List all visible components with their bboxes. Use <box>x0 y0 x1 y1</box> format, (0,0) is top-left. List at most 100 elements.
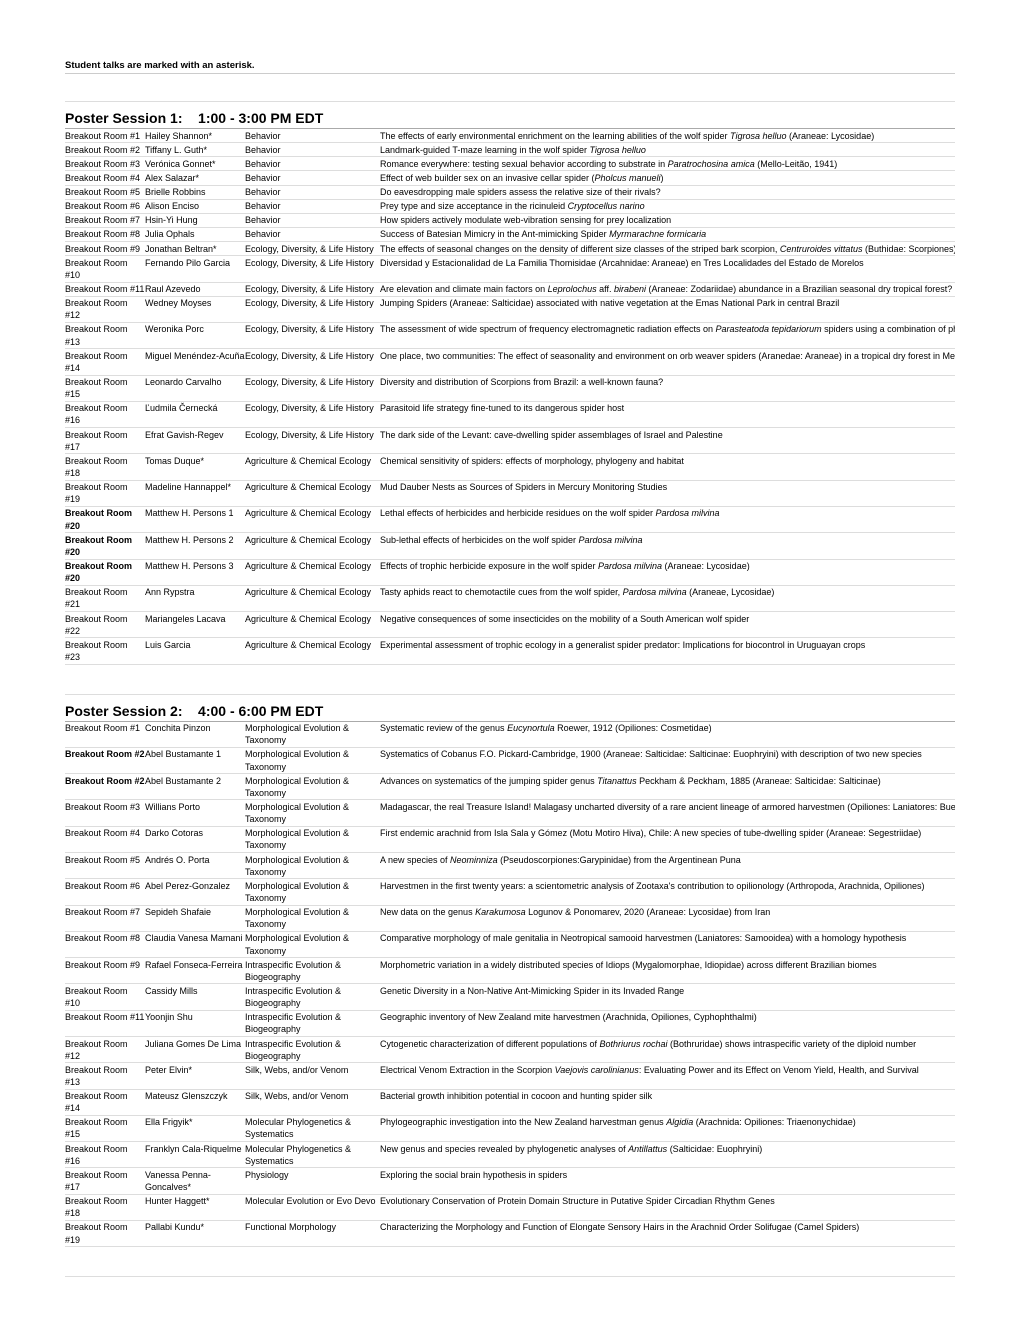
title-cell: Systematic review of the genus Eucynortu… <box>380 722 955 746</box>
topic-cell: Agriculture & Chemical Ecology <box>245 481 380 505</box>
title-cell: The assessment of wide spectrum of frequ… <box>380 323 955 347</box>
table-row: Breakout Room #1Conchita PinzonMorpholog… <box>65 722 955 748</box>
room-cell: Breakout Room #9 <box>65 243 145 255</box>
presenter-cell: Abel Perez-Gonzalez <box>145 880 245 904</box>
table-row: Breakout Room #22Mariangeles LacavaAgric… <box>65 612 955 638</box>
topic-cell: Agriculture & Chemical Ecology <box>245 560 380 584</box>
presenter-cell: Darko Cotoras <box>145 827 245 851</box>
table-row: Breakout Room #2Tiffany L. Guth*Behavior… <box>65 143 955 157</box>
table-row: Breakout Room #20Matthew H. Persons 1Agr… <box>65 507 955 533</box>
table-row: Breakout Room #12Wedney MoysesEcology, D… <box>65 297 955 323</box>
room-cell: Breakout Room #18 <box>65 455 145 479</box>
room-cell: Breakout Room #18 <box>65 1195 145 1219</box>
title-cell: Madagascar, the real Treasure Island! Ma… <box>380 801 955 825</box>
table-row: Breakout Room #11Raul AzevedoEcology, Di… <box>65 283 955 297</box>
table-row: Breakout Room #17Efrat Gavish-RegevEcolo… <box>65 428 955 454</box>
topic-cell: Physiology <box>245 1169 380 1193</box>
presenter-cell: Alex Salazar* <box>145 172 245 184</box>
topic-cell: Ecology, Diversity, & Life History <box>245 323 380 347</box>
room-cell: Breakout Room #2 <box>65 144 145 156</box>
table-row: Breakout Room #14Miguel Menéndez-AcuñaEc… <box>65 349 955 375</box>
title-cell: Romance everywhere: testing sexual behav… <box>380 158 955 170</box>
room-cell: Breakout Room #7 <box>65 214 145 226</box>
room-cell: Breakout Room #20 <box>65 560 145 584</box>
room-cell: Breakout Room #3 <box>65 801 145 825</box>
title-cell: A new species of Neominniza (Pseudoscorp… <box>380 854 955 878</box>
topic-cell: Morphological Evolution & Taxonomy <box>245 932 380 956</box>
presenter-cell: Matthew H. Persons 1 <box>145 507 245 531</box>
title-cell: The dark side of the Levant: cave-dwelli… <box>380 429 955 453</box>
room-cell: Breakout Room #2 <box>65 748 145 772</box>
table-row: Breakout Room #13Peter Elvin*Silk, Webs,… <box>65 1063 955 1089</box>
table-row: Breakout Room #1Hailey Shannon*BehaviorT… <box>65 129 955 143</box>
room-cell: Breakout Room #7 <box>65 906 145 930</box>
presenter-cell: Willians Porto <box>145 801 245 825</box>
spacer-row <box>65 1267 955 1277</box>
presenter-cell: Ľudmila Černecká <box>145 402 245 426</box>
table-row: Breakout Room #18Tomas Duque*Agriculture… <box>65 454 955 480</box>
presenter-cell: Abel Bustamante 2 <box>145 775 245 799</box>
room-cell: Breakout Room #5 <box>65 186 145 198</box>
title-cell: Experimental assessment of trophic ecolo… <box>380 639 955 663</box>
room-cell: Breakout Room #16 <box>65 1143 145 1167</box>
table-row: Breakout Room #8Julia OphalsBehaviorSucc… <box>65 228 955 242</box>
table-row: Breakout Room #21Ann RypstraAgriculture … <box>65 586 955 612</box>
title-cell: Phylogeographic investigation into the N… <box>380 1116 955 1140</box>
presenter-cell: Weronika Porc <box>145 323 245 347</box>
topic-cell: Ecology, Diversity, & Life History <box>245 350 380 374</box>
room-cell: Breakout Room #9 <box>65 959 145 983</box>
session-title: Poster Session 2: 4:00 - 6:00 PM EDT <box>65 703 955 722</box>
topic-cell: Silk, Webs, and/or Venom <box>245 1064 380 1088</box>
table-row: Breakout Room #20Matthew H. Persons 2Agr… <box>65 533 955 559</box>
title-cell: Do eavesdropping male spiders assess the… <box>380 186 955 198</box>
table-row: Breakout Room #11Yoonjin ShuIntraspecifi… <box>65 1011 955 1037</box>
table-row: Breakout Room #18Hunter Haggett*Molecula… <box>65 1195 955 1221</box>
session-table: Breakout Room #1Conchita PinzonMorpholog… <box>65 722 955 1248</box>
topic-cell: Ecology, Diversity, & Life History <box>245 297 380 321</box>
room-cell: Breakout Room #16 <box>65 402 145 426</box>
room-cell: Breakout Room #12 <box>65 297 145 321</box>
table-row: Breakout Room #8Claudia Vanesa MamaniMor… <box>65 932 955 958</box>
presenter-cell: Rafael Fonseca-Ferreira <box>145 959 245 983</box>
topic-cell: Ecology, Diversity, & Life History <box>245 243 380 255</box>
title-cell: Comparative morphology of male genitalia… <box>380 932 955 956</box>
spacer-row <box>65 92 955 102</box>
title-cell: Parasitoid life strategy fine-tuned to i… <box>380 402 955 426</box>
presenter-cell: Jonathan Beltran* <box>145 243 245 255</box>
topic-cell: Ecology, Diversity, & Life History <box>245 376 380 400</box>
topic-cell: Behavior <box>245 186 380 198</box>
topic-cell: Ecology, Diversity, & Life History <box>245 283 380 295</box>
topic-cell: Behavior <box>245 172 380 184</box>
presenter-cell: Verónica Gonnet* <box>145 158 245 170</box>
title-cell: Advances on systematics of the jumping s… <box>380 775 955 799</box>
topic-cell: Intraspecific Evolution & Biogeography <box>245 959 380 983</box>
room-cell: Breakout Room #4 <box>65 172 145 184</box>
table-row: Breakout Room #10Cassidy MillsIntraspeci… <box>65 984 955 1010</box>
room-cell: Breakout Room #13 <box>65 1064 145 1088</box>
sessions-container: Poster Session 1: 1:00 - 3:00 PM EDTBrea… <box>65 110 955 1277</box>
topic-cell: Behavior <box>245 158 380 170</box>
title-cell: Geographic inventory of New Zealand mite… <box>380 1011 955 1035</box>
title-cell: Harvestmen in the first twenty years: a … <box>380 880 955 904</box>
topic-cell: Morphological Evolution & Taxonomy <box>245 854 380 878</box>
table-row: Breakout Room #3Willians PortoMorphologi… <box>65 800 955 826</box>
topic-cell: Silk, Webs, and/or Venom <box>245 1090 380 1114</box>
title-cell: How spiders actively modulate web-vibrat… <box>380 214 955 226</box>
title-cell: Success of Batesian Mimicry in the Ant-m… <box>380 228 955 240</box>
title-cell: New genus and species revealed by phylog… <box>380 1143 955 1167</box>
table-row: Breakout Room #6Alison EncisoBehaviorPre… <box>65 200 955 214</box>
presenter-cell: Ella Frigyik* <box>145 1116 245 1140</box>
presenter-cell: Andrés O. Porta <box>145 854 245 878</box>
presenter-cell: Matthew H. Persons 2 <box>145 534 245 558</box>
room-cell: Breakout Room #17 <box>65 1169 145 1193</box>
title-cell: Are elevation and climate main factors o… <box>380 283 955 295</box>
title-cell: Mud Dauber Nests as Sources of Spiders i… <box>380 481 955 505</box>
table-row: Breakout Room #13Weronika PorcEcology, D… <box>65 323 955 349</box>
presenter-cell: Abel Bustamante 1 <box>145 748 245 772</box>
topic-cell: Morphological Evolution & Taxonomy <box>245 775 380 799</box>
room-cell: Breakout Room #17 <box>65 429 145 453</box>
presenter-cell: Julia Ophals <box>145 228 245 240</box>
topic-cell: Behavior <box>245 200 380 212</box>
room-cell: Breakout Room #10 <box>65 257 145 281</box>
presenter-cell: Yoonjin Shu <box>145 1011 245 1035</box>
